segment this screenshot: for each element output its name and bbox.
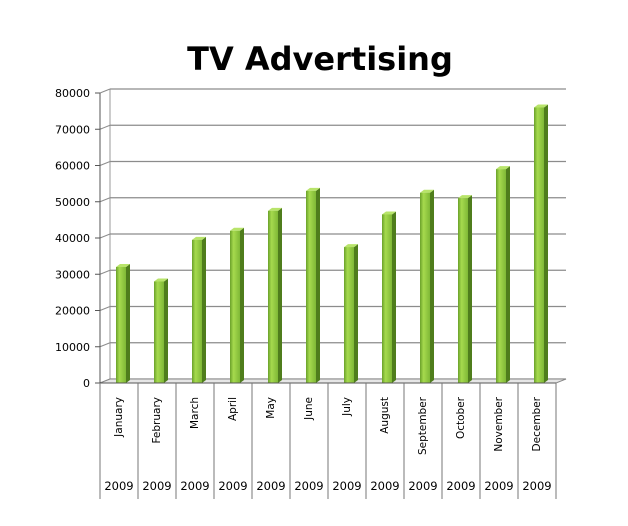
bar-top — [344, 244, 358, 248]
bar — [192, 239, 202, 383]
bar-top — [192, 236, 206, 240]
x-year-label: 2009 — [484, 479, 513, 493]
bar-group — [230, 227, 244, 383]
bar-side — [278, 207, 282, 383]
y-tick-label: 20000 — [55, 305, 90, 318]
grid-layer — [99, 88, 567, 384]
bar-top — [496, 166, 510, 170]
axis-layer: 0 10000 20000 30000 40000 50000 60000 70000 8000… — [55, 87, 557, 499]
x-category-label: September — [417, 396, 429, 455]
gridline-depth — [99, 269, 111, 275]
x-year-label: 2009 — [522, 479, 551, 493]
bar — [154, 281, 164, 383]
x-year-label: 2009 — [104, 479, 133, 493]
x-year-label: 2009 — [332, 479, 361, 493]
bar-side — [430, 189, 434, 383]
bar — [116, 267, 126, 383]
bar-side — [202, 236, 206, 383]
y-tick-label: 80000 — [55, 87, 90, 100]
y-tick-label: 30000 — [55, 268, 90, 281]
gridline-depth — [99, 342, 111, 348]
x-category-label: May — [265, 397, 277, 419]
x-category-label: December — [531, 396, 543, 451]
x-category-label: November — [493, 396, 505, 451]
bar-group — [458, 195, 472, 383]
bar-group — [268, 207, 282, 383]
bar-group — [192, 236, 206, 383]
bar-top — [116, 264, 130, 267]
x-year-label: 2009 — [180, 479, 209, 493]
y-tick-label: 40000 — [55, 232, 90, 245]
bar — [382, 214, 392, 383]
y-tick-label: 0 — [83, 377, 90, 390]
bar — [230, 230, 240, 383]
bar — [344, 247, 354, 383]
bar-side — [126, 264, 130, 383]
bar-side — [316, 187, 320, 383]
bar-side — [164, 278, 168, 383]
gridline-depth — [99, 306, 111, 311]
bar-group — [116, 264, 130, 383]
x-year-label: 2009 — [256, 479, 285, 493]
bar-group — [496, 166, 510, 383]
x-year-label: 2009 — [408, 479, 437, 493]
x-year-label: 2009 — [218, 479, 247, 493]
bar-side — [506, 166, 510, 383]
y-tick-label: 50000 — [55, 196, 90, 209]
bar — [420, 192, 430, 383]
bar-side — [392, 211, 396, 383]
bar-side — [468, 195, 472, 383]
x-category-label: March — [189, 397, 201, 429]
bar-top — [534, 104, 548, 108]
bar-top — [306, 187, 320, 191]
bar-top — [420, 189, 434, 193]
bar-top — [230, 227, 244, 231]
y-tick-label: 70000 — [55, 123, 90, 136]
y-tick-label: 10000 — [55, 341, 90, 354]
gridline-depth — [99, 124, 111, 130]
bar-top — [382, 211, 396, 215]
x-year-label: 2009 — [446, 479, 475, 493]
bar-top — [458, 195, 472, 199]
gridline-depth — [99, 88, 111, 94]
bar — [306, 190, 316, 383]
bars-layer — [116, 104, 548, 383]
bar-group — [382, 211, 396, 383]
x-year-label: 2009 — [294, 479, 323, 493]
bar — [496, 169, 506, 383]
bar-group — [534, 104, 548, 383]
x-category-label: June — [303, 397, 315, 421]
chart-title: TV Advertising — [187, 40, 453, 78]
bar-side — [240, 227, 244, 383]
bar-group — [306, 187, 320, 383]
x-category-label: April — [227, 397, 239, 421]
gridline-depth — [99, 197, 111, 203]
bar — [458, 198, 468, 383]
bar-group — [420, 189, 434, 383]
x-category-label: February — [151, 397, 163, 444]
x-category-label: July — [341, 397, 353, 417]
bar-group — [344, 244, 358, 383]
x-year-label: 2009 — [370, 479, 399, 493]
y-tick-label: 60000 — [55, 160, 90, 173]
bar — [534, 107, 544, 383]
bar — [268, 210, 278, 383]
x-category-label: October — [455, 396, 467, 439]
bar-top — [154, 278, 168, 282]
x-category-label: January — [113, 397, 125, 438]
x-year-label: 2009 — [142, 479, 171, 493]
x-category-label: August — [379, 397, 391, 434]
bar-top — [268, 207, 282, 211]
gridline-depth — [99, 233, 111, 239]
bar-group — [154, 278, 168, 383]
bar-side — [544, 104, 548, 383]
gridline-depth — [99, 161, 111, 166]
bar-side — [354, 244, 358, 383]
